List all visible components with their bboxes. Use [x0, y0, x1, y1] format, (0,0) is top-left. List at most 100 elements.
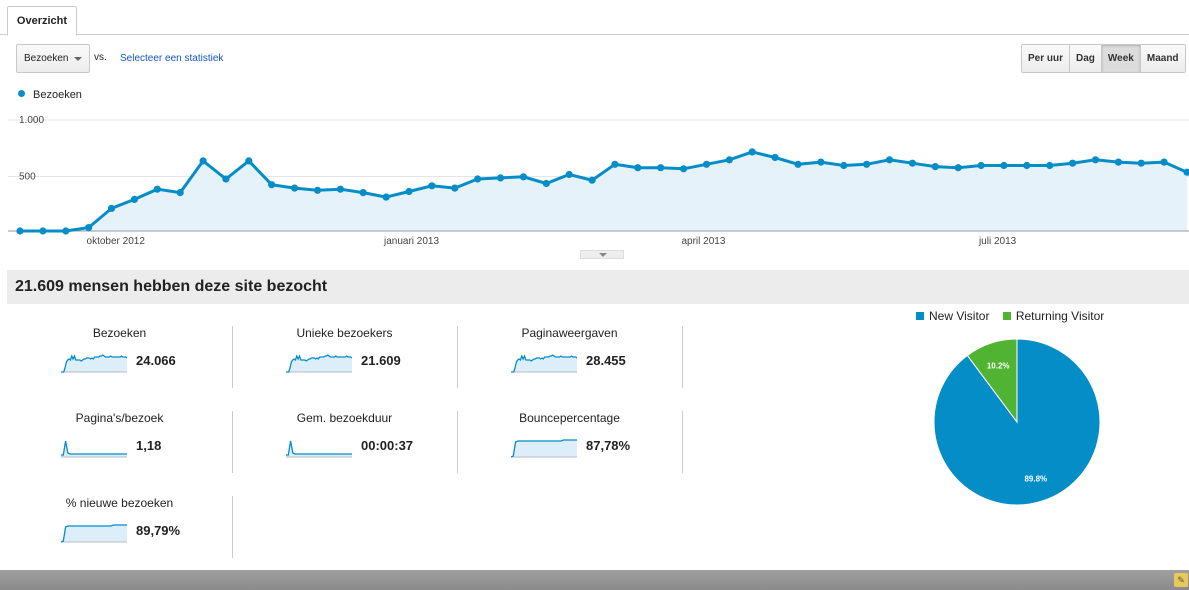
data-point[interactable]: [176, 189, 184, 197]
metric-bouncepercentage[interactable]: Bouncepercentage 87,78%: [457, 411, 682, 481]
metric-gem-bezoekduur[interactable]: Gem. bezoekduur 00:00:37: [232, 411, 457, 481]
y-tick-label: 1.000: [19, 115, 44, 126]
data-point[interactable]: [16, 227, 24, 235]
per-uur-button[interactable]: Per uur: [1022, 45, 1071, 72]
data-point[interactable]: [885, 156, 894, 164]
data-point[interactable]: [634, 164, 642, 172]
data-point[interactable]: [1046, 161, 1054, 170]
data-point[interactable]: [954, 164, 962, 172]
data-point[interactable]: [565, 170, 573, 179]
sparkline: [61, 524, 127, 543]
metric-bezoeken[interactable]: Bezoeken 24.066: [7, 326, 232, 396]
divider: [682, 411, 683, 473]
data-point[interactable]: [359, 189, 367, 197]
sparkline-area: [511, 355, 577, 372]
data-point[interactable]: [313, 186, 322, 194]
data-point[interactable]: [474, 175, 482, 183]
metric-select[interactable]: Bezoeken: [16, 44, 90, 73]
data-point[interactable]: [748, 148, 756, 156]
sparkline-line: [61, 524, 127, 543]
metric-name: % nieuwe bezoeken: [65, 496, 174, 510]
data-point[interactable]: [680, 165, 688, 173]
data-point[interactable]: [702, 160, 711, 168]
data-point[interactable]: [291, 184, 299, 192]
data-point[interactable]: [222, 175, 230, 183]
data-point[interactable]: [817, 158, 825, 166]
data-point[interactable]: [268, 181, 276, 189]
data-point[interactable]: [382, 193, 390, 201]
sparkline-line: [286, 440, 352, 456]
metric--nieuwe-bezoeken[interactable]: % nieuwe bezoeken 89,79%: [7, 496, 232, 566]
data-point[interactable]: [542, 179, 550, 188]
week-button[interactable]: Week: [1101, 45, 1141, 72]
data-point[interactable]: [428, 182, 436, 190]
data-point[interactable]: [496, 174, 505, 182]
sparkline-area: [61, 355, 127, 372]
data-point[interactable]: [405, 187, 413, 196]
x-tick-label: juli 2013: [978, 236, 1017, 247]
x-tick-label: april 2013: [681, 236, 725, 247]
data-point[interactable]: [245, 157, 253, 165]
data-point[interactable]: [977, 161, 985, 170]
data-point[interactable]: [62, 227, 70, 235]
data-point[interactable]: [519, 173, 528, 181]
data-point[interactable]: [840, 161, 848, 170]
data-point[interactable]: [153, 185, 161, 193]
metric-pagina-s-bezoek[interactable]: Pagina's/bezoek 1,18: [7, 411, 232, 481]
metric-paginaweergaven[interactable]: Paginaweergaven 28.455: [457, 326, 682, 396]
data-point[interactable]: [130, 195, 138, 203]
visitor-pie-chart[interactable]: 89.8% 10.2%: [925, 330, 1109, 514]
data-point[interactable]: [794, 160, 802, 168]
sparkline-line: [511, 439, 577, 458]
data-point[interactable]: [1183, 168, 1189, 176]
data-point[interactable]: [908, 159, 917, 167]
metric-unieke-bezoekers[interactable]: Unieke bezoekers 21.609: [232, 326, 457, 396]
sparkline: [286, 440, 352, 458]
data-point[interactable]: [1069, 159, 1077, 167]
data-point[interactable]: [39, 227, 47, 235]
data-point[interactable]: [451, 184, 459, 192]
tab-bar: Overzicht: [0, 0, 1189, 36]
sparkline-area: [61, 441, 127, 457]
tab-overzicht[interactable]: Overzicht: [7, 6, 77, 36]
data-point[interactable]: [85, 224, 93, 232]
data-point[interactable]: [931, 163, 939, 171]
pie-legend: New Visitor Returning Visitor: [916, 309, 1104, 323]
data-point[interactable]: [863, 160, 871, 168]
data-point[interactable]: [771, 153, 779, 162]
data-point[interactable]: [336, 185, 344, 193]
sparkline-line: [61, 440, 127, 456]
pie-slice-label: 10.2%: [987, 361, 1010, 370]
data-point[interactable]: [1023, 161, 1031, 170]
sparkline: [61, 354, 127, 373]
metric-select-value: Bezoeken: [24, 53, 69, 64]
select-statistic-link[interactable]: Selecteer een statistiek: [120, 53, 224, 64]
pie-slice-returning-visitor[interactable]: [966, 338, 1018, 424]
maand-button[interactable]: Maand: [1140, 45, 1185, 72]
data-point[interactable]: [1000, 161, 1008, 170]
collapse-chart-handle[interactable]: [580, 250, 624, 259]
extension-icon[interactable]: ✎: [1174, 573, 1188, 587]
series-line: [20, 150, 1188, 233]
pie-slice-new-visitor[interactable]: [933, 338, 1101, 506]
data-point[interactable]: [725, 156, 734, 164]
data-point[interactable]: [657, 164, 665, 172]
data-point[interactable]: [1091, 156, 1100, 164]
data-point[interactable]: [199, 157, 207, 165]
data-point[interactable]: [1114, 158, 1122, 166]
metric-name: Unieke bezoekers: [296, 326, 393, 340]
series-area: [20, 151, 1187, 231]
data-point[interactable]: [107, 204, 116, 212]
data-point[interactable]: [1160, 158, 1168, 166]
sparkline-area: [286, 441, 352, 457]
status-bar: [0, 570, 1189, 590]
x-tick-label: oktober 2012: [87, 236, 146, 247]
dag-button[interactable]: Dag: [1070, 45, 1102, 72]
metric-value: 89,79%: [136, 523, 181, 538]
chevron-down-icon: [599, 253, 607, 257]
pie-legend-new: New Visitor: [929, 309, 990, 323]
visits-chart[interactable]: 1.000 500 oktober 2012 januari 2013 april 20…: [0, 108, 1189, 250]
data-point[interactable]: [611, 160, 619, 168]
data-point[interactable]: [1137, 159, 1145, 167]
data-point[interactable]: [588, 176, 596, 184]
